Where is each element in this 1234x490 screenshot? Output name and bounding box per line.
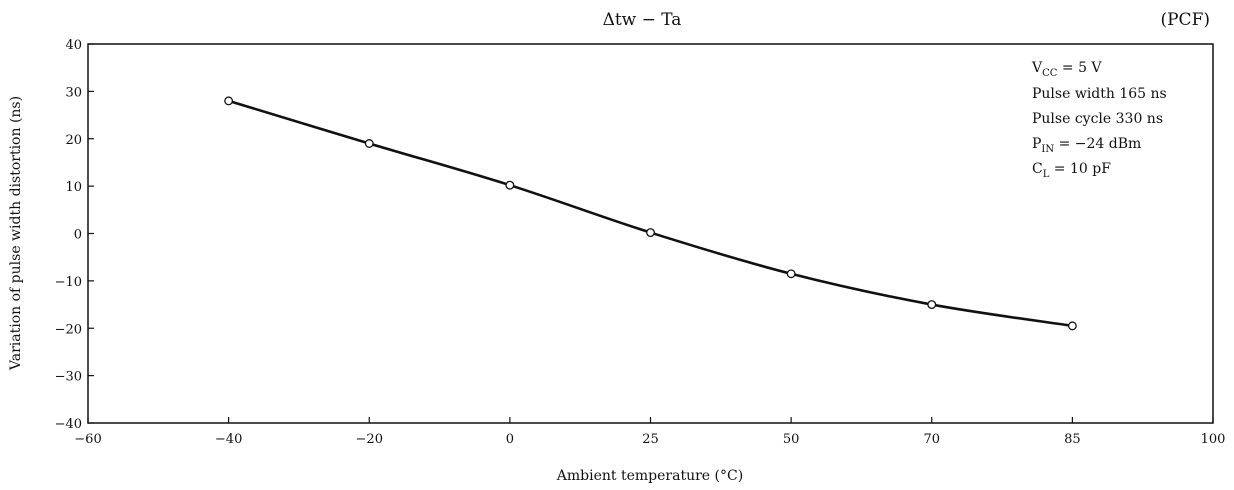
chart-tag: (PCF) bbox=[1160, 10, 1210, 30]
y-tick-label: 0 bbox=[74, 228, 82, 243]
y-axis-title: Variation of pulse width distortion (ns) bbox=[8, 96, 24, 371]
condition-cl-symbol: C bbox=[1032, 161, 1043, 177]
condition-cl: CL = 10 pF bbox=[1032, 161, 1111, 180]
condition-pulse-width: Pulse width 165 ns bbox=[1032, 86, 1167, 102]
series-layer bbox=[224, 96, 1077, 331]
condition-pulse-cycle: Pulse cycle 330 ns bbox=[1032, 111, 1163, 127]
conditions-box: VCC = 5 V Pulse width 165 ns Pulse cycle… bbox=[1031, 60, 1167, 180]
x-tick-label: −60 bbox=[74, 432, 101, 447]
y-tick-label: −40 bbox=[55, 417, 82, 432]
y-tick-label: −10 bbox=[55, 275, 82, 290]
x-axis-title: Ambient temperature (°C) bbox=[556, 468, 743, 484]
condition-pin-symbol: P bbox=[1032, 136, 1041, 152]
data-point bbox=[364, 139, 374, 148]
condition-vcc: VCC = 5 V bbox=[1031, 60, 1102, 79]
x-tick-label: 100 bbox=[1201, 432, 1226, 447]
data-point bbox=[646, 228, 655, 238]
condition-pin-value: = −24 dBm bbox=[1054, 136, 1141, 152]
y-axis: 40 30 20 10 0 −10 −20 −30 −40 bbox=[55, 38, 94, 432]
condition-pin: PIN = −24 dBm bbox=[1032, 136, 1141, 155]
x-tick-label: −20 bbox=[356, 432, 383, 447]
chart-title: Δtw − Ta bbox=[603, 10, 682, 30]
condition-pin-subscript: IN bbox=[1041, 144, 1054, 155]
x-tick-label: 0 bbox=[506, 432, 514, 447]
data-point bbox=[505, 180, 515, 190]
data-point bbox=[224, 96, 234, 106]
x-axis: −60 −40 −20 0 25 50 70 85 100 bbox=[74, 417, 1225, 447]
x-tick-label: 70 bbox=[923, 432, 940, 447]
condition-vcc-value: = 5 V bbox=[1057, 60, 1102, 76]
x-tick-label: 50 bbox=[783, 432, 800, 447]
data-point bbox=[927, 300, 937, 310]
y-tick-label: 30 bbox=[65, 85, 82, 100]
condition-cl-subscript: L bbox=[1043, 169, 1050, 180]
x-tick-label: 85 bbox=[1064, 432, 1081, 447]
condition-cl-value: = 10 pF bbox=[1049, 161, 1111, 177]
x-tick-label: 25 bbox=[642, 432, 659, 447]
y-tick-label: −20 bbox=[55, 322, 82, 337]
y-tick-label: 40 bbox=[65, 38, 82, 53]
y-tick-label: 20 bbox=[65, 133, 82, 148]
condition-vcc-subscript: CC bbox=[1042, 68, 1058, 79]
data-point bbox=[786, 269, 796, 279]
data-point bbox=[1067, 321, 1077, 331]
y-tick-label: −30 bbox=[55, 370, 82, 385]
x-tick-label: −40 bbox=[215, 432, 242, 447]
series-line bbox=[228, 99, 1073, 328]
condition-vcc-symbol: V bbox=[1031, 60, 1043, 76]
y-tick-label: 10 bbox=[65, 180, 82, 195]
